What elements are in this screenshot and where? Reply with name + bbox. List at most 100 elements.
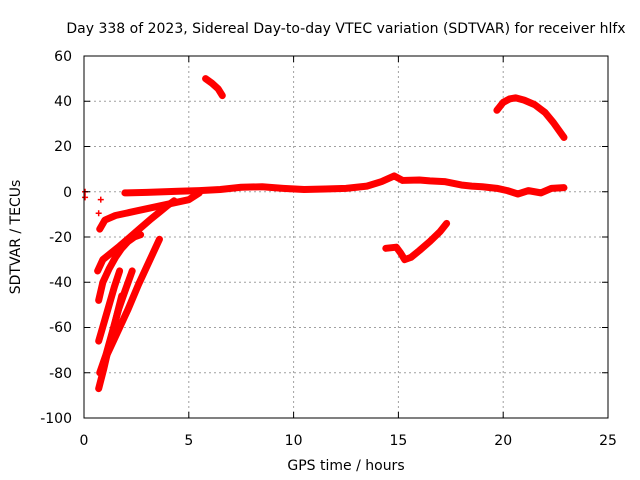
data-point xyxy=(129,267,136,274)
data-point xyxy=(118,245,125,252)
data-point xyxy=(397,249,404,256)
series-line xyxy=(493,94,568,141)
data-point xyxy=(202,75,209,82)
data-point xyxy=(514,191,521,198)
data-point xyxy=(156,236,163,243)
series-line xyxy=(94,197,178,275)
series-line xyxy=(382,219,451,264)
data-point xyxy=(493,185,500,192)
y-tick-label-minus-40: -40 xyxy=(49,275,72,291)
data-point xyxy=(196,189,203,196)
data-point xyxy=(426,238,433,245)
data-point xyxy=(416,247,423,254)
series-arc-c xyxy=(95,231,145,304)
data-point xyxy=(493,107,500,114)
y-axis-label: SDTVAR / TECUs xyxy=(8,180,24,295)
data-point xyxy=(108,249,115,256)
data-point xyxy=(108,342,115,349)
data-point xyxy=(441,178,448,185)
data-point xyxy=(164,202,171,209)
data-point xyxy=(99,256,106,263)
data-point xyxy=(259,183,266,190)
y-tick-label-0: 0 xyxy=(63,185,72,201)
data-point xyxy=(95,338,102,345)
series-line xyxy=(95,231,145,304)
data-point xyxy=(437,228,444,235)
data-point xyxy=(521,97,528,104)
data-point xyxy=(468,183,475,190)
data-point xyxy=(343,185,349,192)
data-point xyxy=(504,187,511,194)
data-point xyxy=(219,92,226,99)
data-point xyxy=(382,245,389,252)
data-point xyxy=(537,189,544,196)
data-point xyxy=(378,178,385,185)
data-point xyxy=(426,177,433,184)
data-point xyxy=(399,177,406,184)
data-point xyxy=(95,297,102,304)
data-point xyxy=(238,184,245,191)
data-point xyxy=(154,203,161,210)
data-point xyxy=(112,254,119,261)
data-point xyxy=(301,186,308,193)
data-point xyxy=(171,197,178,204)
x-tick-label-5: 5 xyxy=(184,433,193,449)
data-point xyxy=(111,283,118,290)
series-arc-i xyxy=(493,94,568,141)
data-point xyxy=(401,256,408,263)
x-tick-label-0: 0 xyxy=(80,433,89,449)
series-arc-g xyxy=(100,235,163,365)
data-point xyxy=(500,99,507,106)
data-point xyxy=(106,265,113,272)
series-line xyxy=(121,172,568,198)
data-point xyxy=(112,317,119,324)
data-point xyxy=(100,358,107,365)
data-point xyxy=(143,189,150,196)
data-point xyxy=(148,215,155,222)
data-point xyxy=(96,226,103,233)
y-tick-label-minus-100: -100 xyxy=(40,411,72,427)
data-point xyxy=(542,109,549,116)
data-point xyxy=(506,95,513,102)
series-arc-a xyxy=(96,189,203,233)
data-series-layer xyxy=(82,75,568,393)
data-point xyxy=(280,185,287,192)
data-point xyxy=(97,196,104,203)
data-point xyxy=(407,254,414,261)
data-point xyxy=(99,279,106,286)
series-line xyxy=(202,75,226,100)
data-point xyxy=(443,220,450,227)
y-tick-label-20: 20 xyxy=(54,139,72,155)
data-point xyxy=(416,176,423,183)
data-point xyxy=(145,258,152,265)
x-tick-label-15: 15 xyxy=(389,433,407,449)
data-point xyxy=(95,385,102,392)
data-point xyxy=(393,244,400,251)
data-point xyxy=(156,209,163,216)
data-point xyxy=(100,365,107,372)
y-tick-label-minus-80: -80 xyxy=(49,366,72,382)
grid xyxy=(84,56,608,418)
x-axis-label: GPS time / hours xyxy=(287,458,404,474)
data-point xyxy=(122,210,129,217)
data-point xyxy=(118,292,125,299)
data-point xyxy=(116,267,123,274)
data-point xyxy=(479,183,486,190)
data-point xyxy=(121,288,128,295)
y-tick-label-60: 60 xyxy=(54,49,72,65)
y-tick-label-minus-60: -60 xyxy=(49,320,72,336)
data-point xyxy=(133,207,140,214)
data-point xyxy=(125,306,132,313)
data-point xyxy=(82,194,89,201)
data-point xyxy=(112,212,119,219)
data-point xyxy=(116,324,123,331)
series-arc-j xyxy=(382,219,451,264)
data-point xyxy=(106,301,113,308)
data-point xyxy=(131,234,138,240)
data-point xyxy=(391,172,398,179)
data-point xyxy=(121,189,128,196)
data-point xyxy=(100,319,107,326)
data-point xyxy=(512,94,519,101)
x-tick-label-10: 10 xyxy=(285,433,303,449)
